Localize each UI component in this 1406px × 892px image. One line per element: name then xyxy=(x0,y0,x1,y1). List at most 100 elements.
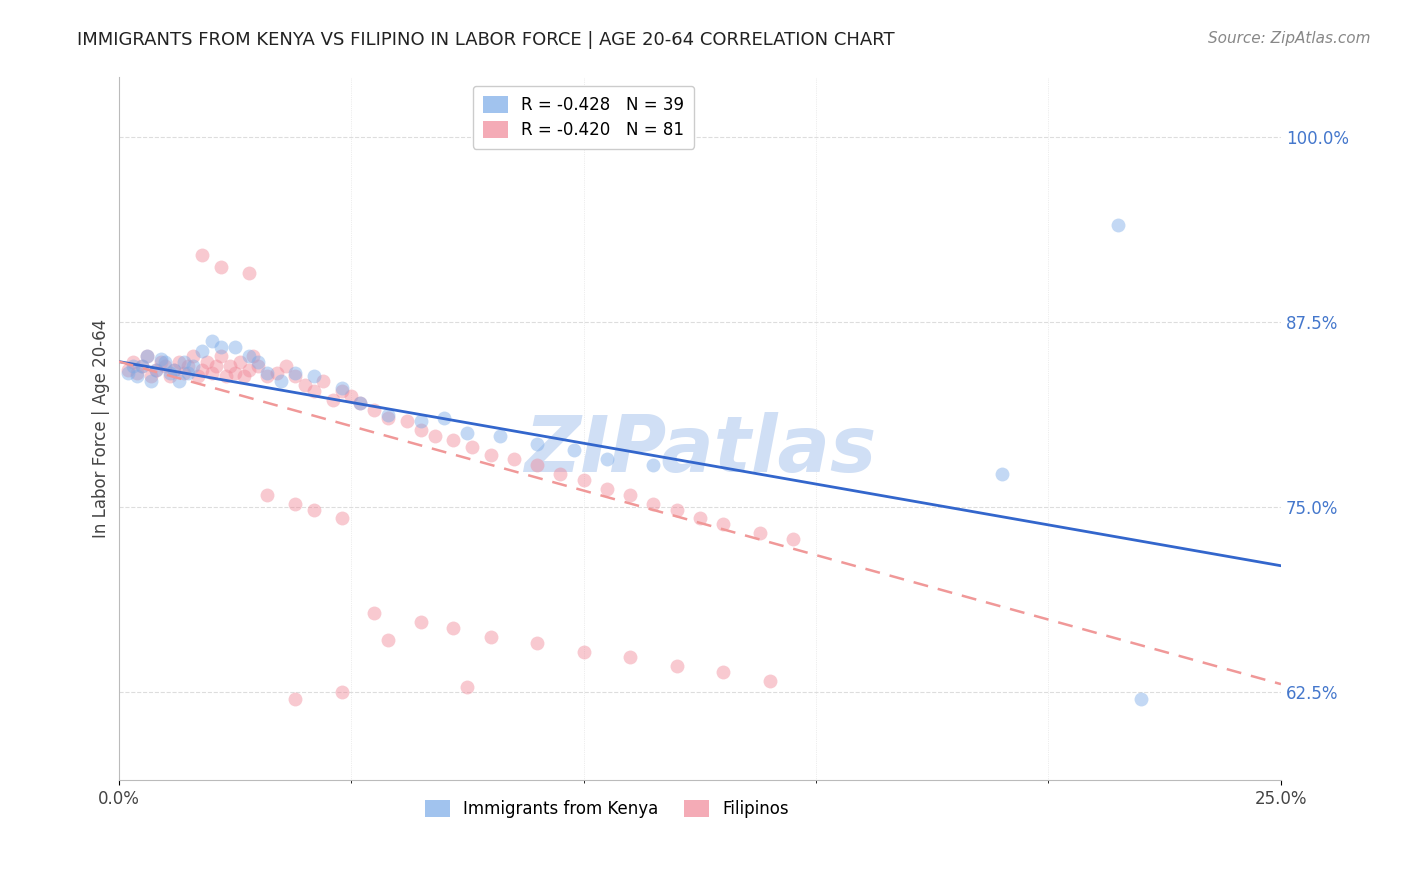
Point xyxy=(312,374,335,388)
Point xyxy=(284,367,307,381)
Point xyxy=(349,396,371,410)
Point xyxy=(177,359,200,373)
Text: IMMIGRANTS FROM KENYA VS FILIPINO IN LABOR FORCE | AGE 20-64 CORRELATION CHART: IMMIGRANTS FROM KENYA VS FILIPINO IN LAB… xyxy=(77,31,896,49)
Point xyxy=(266,367,288,381)
Point xyxy=(643,458,665,472)
Point xyxy=(284,497,307,511)
Point xyxy=(256,367,278,381)
Point xyxy=(173,354,195,368)
Point xyxy=(145,363,167,377)
Point xyxy=(665,502,688,516)
Point xyxy=(117,367,139,381)
Point xyxy=(163,363,186,377)
Legend: Immigrants from Kenya, Filipinos: Immigrants from Kenya, Filipinos xyxy=(419,793,796,825)
Point xyxy=(572,473,595,487)
Point xyxy=(526,636,548,650)
Point xyxy=(224,340,246,354)
Point xyxy=(274,359,297,373)
Point xyxy=(433,410,456,425)
Point xyxy=(224,367,246,381)
Point xyxy=(456,425,478,440)
Point xyxy=(163,363,186,377)
Point xyxy=(284,369,307,384)
Point xyxy=(643,497,665,511)
Point xyxy=(294,378,316,392)
Point xyxy=(322,392,344,407)
Point xyxy=(302,384,325,398)
Point xyxy=(127,369,149,384)
Point xyxy=(596,482,619,496)
Point xyxy=(270,374,292,388)
Point xyxy=(131,359,153,373)
Point xyxy=(711,517,734,532)
Point xyxy=(177,367,200,381)
Point xyxy=(596,452,619,467)
Point xyxy=(201,334,224,348)
Point xyxy=(782,532,804,546)
Point xyxy=(456,680,478,694)
Point xyxy=(247,359,270,373)
Point xyxy=(711,665,734,680)
Point xyxy=(141,369,163,384)
Point xyxy=(377,410,399,425)
Point xyxy=(209,340,232,354)
Point xyxy=(489,428,512,442)
Point xyxy=(167,354,190,368)
Point xyxy=(173,367,195,381)
Point xyxy=(228,354,250,368)
Point xyxy=(330,384,353,398)
Point xyxy=(689,511,711,525)
Point xyxy=(749,526,772,541)
Point xyxy=(619,488,641,502)
Point xyxy=(423,428,446,442)
Point xyxy=(479,630,502,644)
Point xyxy=(256,369,278,384)
Point xyxy=(238,266,260,280)
Point xyxy=(131,359,153,373)
Point xyxy=(377,632,399,647)
Point xyxy=(149,351,172,366)
Point xyxy=(205,359,228,373)
Point xyxy=(191,344,214,359)
Point xyxy=(214,369,236,384)
Point xyxy=(121,354,143,368)
Point xyxy=(284,692,307,706)
Point xyxy=(665,659,688,673)
Point xyxy=(619,650,641,665)
Point xyxy=(562,443,585,458)
Point xyxy=(479,448,502,462)
Point xyxy=(209,260,232,274)
Point xyxy=(219,359,242,373)
Point xyxy=(247,354,270,368)
Point xyxy=(441,433,464,447)
Point xyxy=(572,644,595,658)
Point xyxy=(550,467,572,481)
Point xyxy=(409,414,432,428)
Point xyxy=(201,367,224,381)
Point xyxy=(181,359,204,373)
Point xyxy=(238,363,260,377)
Point xyxy=(233,369,256,384)
Y-axis label: In Labor Force | Age 20-64: In Labor Force | Age 20-64 xyxy=(93,319,110,539)
Point xyxy=(349,396,371,410)
Point xyxy=(153,354,176,368)
Point xyxy=(395,414,418,428)
Point xyxy=(135,349,157,363)
Point xyxy=(195,354,218,368)
Point xyxy=(135,349,157,363)
Point xyxy=(209,349,232,363)
Point xyxy=(409,423,432,437)
Point xyxy=(302,369,325,384)
Point xyxy=(302,502,325,516)
Text: Source: ZipAtlas.com: Source: ZipAtlas.com xyxy=(1208,31,1371,46)
Point xyxy=(1130,692,1153,706)
Point xyxy=(181,349,204,363)
Text: ZIPatlas: ZIPatlas xyxy=(523,412,876,488)
Point xyxy=(330,684,353,698)
Point xyxy=(441,621,464,635)
Point xyxy=(330,381,353,395)
Point xyxy=(363,606,385,620)
Point xyxy=(159,369,181,384)
Point xyxy=(991,467,1014,481)
Point xyxy=(117,363,139,377)
